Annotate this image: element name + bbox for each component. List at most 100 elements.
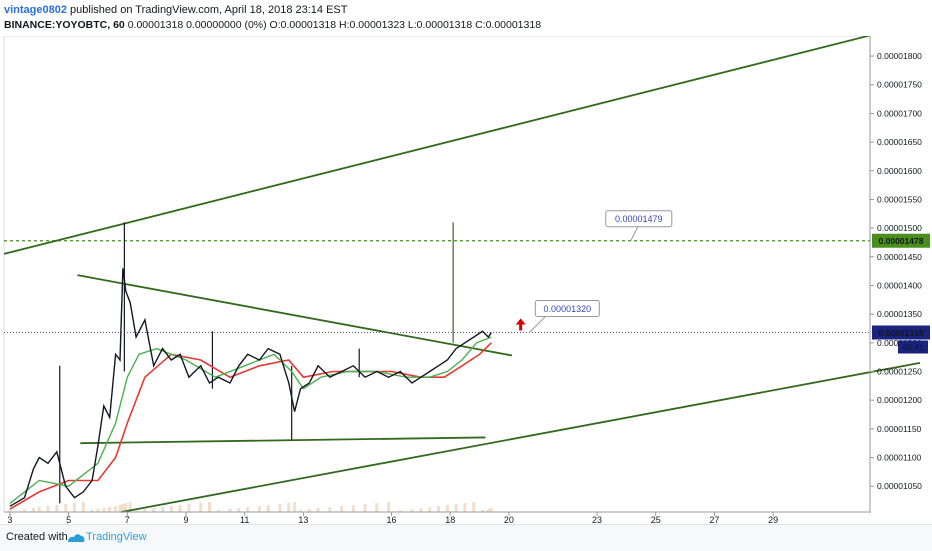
volume-bar xyxy=(228,509,232,512)
volume-bar xyxy=(121,504,125,512)
chart-header: vintage0802 published on TradingView.com… xyxy=(0,0,932,36)
tradingview-brand[interactable]: TradingView xyxy=(86,531,147,543)
volume-bar xyxy=(178,505,182,512)
volume-bar xyxy=(72,503,76,512)
volume-bar xyxy=(114,506,118,512)
last-price-badge xyxy=(872,325,930,340)
volume-bar xyxy=(102,508,106,512)
volume-bar xyxy=(216,510,220,512)
level-price-badge-text: 0.00001478 xyxy=(879,236,924,246)
time-tick-label: 29 xyxy=(768,515,778,524)
countdown-badge-text: 45:41 xyxy=(902,342,924,352)
volume-bar xyxy=(398,510,402,512)
trend-line[interactable] xyxy=(77,274,513,357)
up-arrow-icon[interactable] xyxy=(515,318,526,331)
volume-bar xyxy=(375,503,379,512)
volume-bar xyxy=(463,503,467,512)
ma-fast-line xyxy=(9,336,492,504)
level-callout-box[interactable] xyxy=(605,210,673,228)
volume-bar xyxy=(287,503,291,512)
volume-bar xyxy=(161,507,165,512)
price-tick-label: 0.00001700 xyxy=(877,108,922,118)
volume-bar xyxy=(454,504,458,512)
time-tick-label: 3 xyxy=(7,515,12,524)
axes: 0.00001800 0.00001750 0.00001700 0.00001650… xyxy=(4,36,930,524)
author-name[interactable]: vintage0802 xyxy=(4,4,67,16)
volume-bar xyxy=(481,510,485,512)
volume-bar xyxy=(207,502,211,512)
price-tick-label: 0.00001050 xyxy=(877,481,922,491)
volume-bar xyxy=(428,507,432,512)
level-callout-text: 0.00001479 xyxy=(615,214,663,224)
trend-line[interactable] xyxy=(80,436,486,445)
volume-bar xyxy=(363,504,367,512)
ohlc-values: 0.00001318 0.00000000 (0%) O:0.00001318 … xyxy=(127,19,542,31)
volume-bar xyxy=(55,505,59,512)
volume-bar xyxy=(246,507,250,512)
footer-bar: Created with TradingView xyxy=(0,524,932,551)
volume-bar xyxy=(64,504,68,512)
time-tick-label: 20 xyxy=(504,515,514,524)
plot-area[interactable]: 0.00001479 0.00001320 xyxy=(3,36,921,513)
time-tick-label: 16 xyxy=(386,515,396,524)
price-tick-label: 0.00001800 xyxy=(877,51,922,61)
plot-frame xyxy=(3,36,871,513)
volume-bar xyxy=(307,509,311,512)
price-tick-label: 0.00001400 xyxy=(877,280,922,290)
volume-bar xyxy=(351,505,355,512)
countdown-badge xyxy=(898,340,928,354)
volume-bar xyxy=(46,506,50,512)
level-price-badge xyxy=(872,233,930,248)
volume-bar xyxy=(37,507,41,512)
price-tick-label: 0.00001100 xyxy=(877,453,922,463)
volume-bar xyxy=(410,509,414,512)
volume-bar xyxy=(298,510,302,512)
time-tick-label: 13 xyxy=(298,515,308,524)
volume-bar xyxy=(96,509,100,512)
volume-bar xyxy=(152,508,156,512)
price-tick-label: 0.00001450 xyxy=(877,252,922,262)
volume-bar xyxy=(187,504,191,512)
tradingview-logo-icon[interactable] xyxy=(66,529,166,547)
price-tick-label: 0.00001500 xyxy=(877,223,922,233)
price-tick-label: 0.00001550 xyxy=(877,194,922,204)
volume-bar xyxy=(445,505,449,512)
volume-bar xyxy=(31,508,35,512)
price-series-line[interactable] xyxy=(9,268,492,507)
trend-line[interactable] xyxy=(3,36,871,255)
arrow-callout-box[interactable] xyxy=(534,299,600,317)
volume-bar xyxy=(81,502,85,512)
price-tick-label: 0.00001650 xyxy=(877,137,922,147)
volume-bar xyxy=(340,506,344,512)
arrow-callout-text: 0.00001320 xyxy=(544,304,592,314)
symbol-label: BINANCE:YOYOBTC, 60 xyxy=(4,19,125,31)
price-tick-label: 0.00001150 xyxy=(877,424,922,434)
volume-bar xyxy=(124,503,128,512)
time-tick-label: 7 xyxy=(125,515,130,524)
volume-bar xyxy=(316,508,320,512)
volume-bar xyxy=(278,504,282,512)
ma-slow-line xyxy=(9,342,492,510)
volume-bar xyxy=(169,506,173,512)
volume-bar xyxy=(266,505,270,512)
time-tick-label: 25 xyxy=(651,515,661,524)
time-tick-label: 5 xyxy=(66,515,71,524)
volume-bar xyxy=(419,508,423,512)
volume-bar xyxy=(387,502,391,512)
volume-bar xyxy=(257,506,261,512)
volume-bar xyxy=(90,510,94,512)
publish-info: vintage0802 published on TradingView.com… xyxy=(4,4,347,16)
last-price-badge-text: 0.00001318 xyxy=(879,328,924,338)
volume-bar xyxy=(108,507,112,512)
volume-bar xyxy=(486,509,490,512)
volume-bar xyxy=(293,502,297,512)
time-tick-label: 11 xyxy=(240,515,249,524)
trend-line[interactable] xyxy=(121,362,921,513)
created-with-text: Created with xyxy=(6,531,68,543)
volume-bar xyxy=(237,508,241,512)
price-chart[interactable]: 0.00001479 0.00001320 0.00001800 0.0000175… xyxy=(0,36,932,524)
volume-bar xyxy=(328,507,332,512)
publish-text: published on TradingView.com, April 18, … xyxy=(70,4,348,16)
volume-bar xyxy=(118,505,122,512)
volume-bar xyxy=(199,503,203,512)
